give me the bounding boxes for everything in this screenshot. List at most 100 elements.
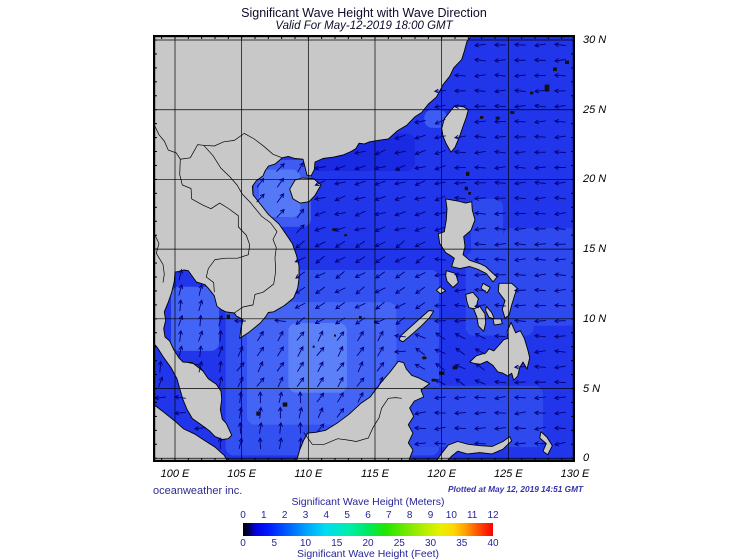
wave-arrow bbox=[317, 376, 324, 388]
wave-arrow bbox=[513, 318, 526, 324]
wave-arrow bbox=[493, 72, 506, 78]
landmass-bohol bbox=[492, 318, 503, 326]
wave-arrow bbox=[513, 88, 526, 94]
wave-arrow bbox=[394, 256, 406, 263]
islet bbox=[256, 411, 261, 416]
y-axis-label: 10 N bbox=[583, 312, 607, 325]
wave-arrow bbox=[377, 376, 384, 388]
wave-arrow bbox=[178, 268, 184, 281]
meters-tick-label: 0 bbox=[240, 510, 246, 521]
wave-arrow bbox=[473, 257, 486, 263]
wave-arrow bbox=[453, 395, 466, 401]
wave-arrow bbox=[315, 286, 326, 295]
wave-arrow bbox=[314, 317, 326, 324]
wave-arrow bbox=[354, 180, 366, 186]
wave-arrow bbox=[336, 331, 345, 341]
credit-text: oceanweather inc. bbox=[153, 485, 243, 497]
wave-arrow bbox=[314, 272, 326, 278]
wave-arrow bbox=[276, 208, 285, 218]
wave-arrow bbox=[375, 301, 385, 310]
wave-arrow bbox=[296, 208, 305, 219]
wave-arrow bbox=[473, 272, 486, 278]
wave-arrow bbox=[198, 360, 204, 373]
wave-arrow bbox=[354, 302, 366, 309]
wave-arrow bbox=[374, 226, 386, 232]
wave-arrow bbox=[294, 302, 306, 309]
wave-arrow bbox=[395, 271, 406, 279]
landmass-sulawesi bbox=[435, 436, 513, 462]
wave-arrow bbox=[513, 57, 526, 63]
wave-arrow bbox=[374, 287, 386, 294]
wave-arrow bbox=[278, 421, 283, 434]
wave-arrow bbox=[433, 272, 446, 278]
wave-arrow bbox=[198, 345, 203, 358]
y-axis-label: 0 bbox=[583, 452, 590, 465]
wave-arrow bbox=[256, 377, 265, 387]
wave-arrow bbox=[473, 303, 486, 309]
wave-arrow bbox=[278, 391, 284, 403]
wave-arrow bbox=[453, 425, 466, 431]
wave-arrow bbox=[356, 377, 365, 387]
x-axis-label: 110 E bbox=[294, 468, 323, 480]
wave-arrow bbox=[276, 361, 285, 372]
wave-arrow bbox=[357, 361, 364, 373]
wave-arrow bbox=[415, 286, 426, 294]
wave-arrow bbox=[453, 272, 466, 278]
wave-arrow bbox=[454, 333, 466, 340]
landmass-busuanga bbox=[435, 286, 447, 295]
wave-arrow bbox=[434, 150, 446, 156]
wave-arrow bbox=[533, 395, 546, 401]
wave-arrow bbox=[277, 376, 284, 388]
wave-arrow bbox=[414, 134, 426, 140]
wave-arrow bbox=[493, 165, 506, 171]
feet-tick-label: 15 bbox=[331, 538, 343, 549]
wave-arrow bbox=[256, 177, 265, 188]
wave-arrow bbox=[373, 165, 386, 171]
wave-arrow bbox=[314, 302, 326, 310]
wave-arrow bbox=[533, 333, 546, 339]
wave-arrow bbox=[533, 196, 546, 201]
wave-arrow bbox=[394, 302, 406, 309]
wave-arrow bbox=[355, 240, 366, 248]
wave-arrow bbox=[237, 421, 243, 434]
meters-tick-label: 3 bbox=[302, 510, 309, 521]
islet bbox=[495, 116, 500, 120]
wave-arrow bbox=[434, 226, 446, 232]
wave-arrow bbox=[553, 42, 566, 47]
wave-arrow bbox=[295, 271, 306, 279]
wave-arrow bbox=[553, 318, 566, 324]
wave-arrow bbox=[553, 272, 566, 278]
wave-arrow bbox=[434, 348, 446, 355]
wave-arrow bbox=[533, 303, 546, 309]
wave-arrow bbox=[178, 329, 183, 342]
wave-arrow bbox=[434, 165, 446, 171]
wave-arrow bbox=[533, 380, 546, 385]
wave-arrow bbox=[473, 103, 486, 109]
wave-arrow bbox=[473, 57, 486, 63]
meters-tick-label: 4 bbox=[323, 510, 330, 521]
border-china-vietnam bbox=[203, 132, 283, 159]
wave-arrow bbox=[414, 272, 426, 278]
wave-arrow bbox=[493, 119, 506, 125]
wave-arrow bbox=[377, 330, 384, 342]
wave-arrow bbox=[295, 317, 305, 326]
wave-arrow bbox=[513, 211, 526, 217]
wave-arrow bbox=[198, 283, 204, 296]
wave-arrow bbox=[375, 256, 386, 264]
wave-arrow bbox=[434, 195, 446, 202]
y-axis-label: 20 N bbox=[583, 173, 607, 186]
wave-arrow bbox=[473, 241, 486, 247]
wave-arrow bbox=[257, 391, 263, 404]
wave-arrow bbox=[393, 150, 406, 155]
wave-arrow bbox=[553, 118, 566, 124]
wave-arrow bbox=[474, 379, 486, 385]
wave-arrow bbox=[337, 376, 344, 388]
border-myanmar-thailand bbox=[153, 230, 165, 283]
wave-arrow bbox=[453, 302, 466, 308]
wave-arrow bbox=[414, 363, 426, 370]
wave-arrow bbox=[513, 164, 526, 170]
map-area bbox=[153, 35, 575, 462]
plotted-at-text: Plotted at May 12, 2019 14:51 GMT bbox=[448, 484, 584, 494]
wave-arrow bbox=[434, 118, 446, 125]
wave-arrow bbox=[553, 257, 566, 263]
